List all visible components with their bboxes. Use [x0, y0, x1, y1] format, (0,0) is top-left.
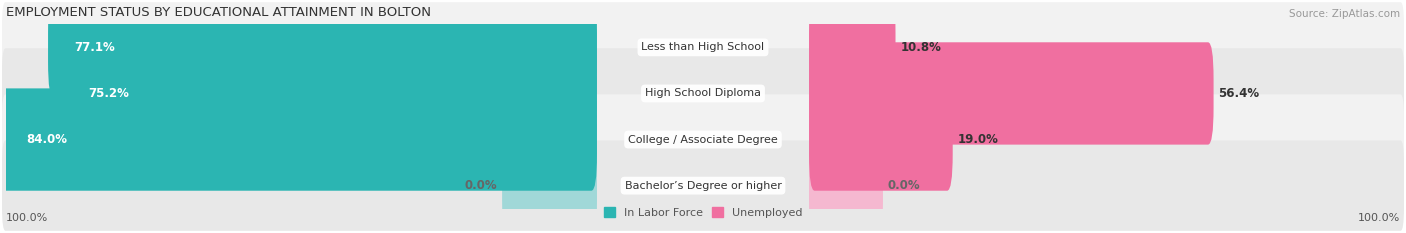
FancyBboxPatch shape	[1, 48, 1405, 139]
Legend: In Labor Force, Unemployed: In Labor Force, Unemployed	[603, 207, 803, 218]
Text: College / Associate Degree: College / Associate Degree	[628, 134, 778, 144]
FancyBboxPatch shape	[808, 134, 883, 233]
Text: EMPLOYMENT STATUS BY EDUCATIONAL ATTAINMENT IN BOLTON: EMPLOYMENT STATUS BY EDUCATIONAL ATTAINM…	[6, 6, 430, 19]
FancyBboxPatch shape	[1, 94, 1405, 185]
FancyBboxPatch shape	[1, 140, 1405, 231]
FancyBboxPatch shape	[1, 2, 1405, 93]
Text: 100.0%: 100.0%	[1358, 213, 1400, 223]
Text: 0.0%: 0.0%	[464, 179, 498, 192]
Text: 75.2%: 75.2%	[87, 87, 129, 100]
Text: 77.1%: 77.1%	[75, 41, 115, 54]
Text: 10.8%: 10.8%	[900, 41, 941, 54]
Text: Less than High School: Less than High School	[641, 42, 765, 52]
Text: 19.0%: 19.0%	[957, 133, 998, 146]
FancyBboxPatch shape	[62, 42, 598, 145]
FancyBboxPatch shape	[808, 0, 896, 99]
Text: Source: ZipAtlas.com: Source: ZipAtlas.com	[1289, 9, 1400, 19]
FancyBboxPatch shape	[502, 134, 598, 233]
FancyBboxPatch shape	[48, 0, 598, 99]
Text: 100.0%: 100.0%	[6, 213, 48, 223]
Text: 0.0%: 0.0%	[887, 179, 921, 192]
Text: 84.0%: 84.0%	[27, 133, 67, 146]
Text: High School Diploma: High School Diploma	[645, 89, 761, 99]
Text: Bachelor’s Degree or higher: Bachelor’s Degree or higher	[624, 181, 782, 191]
Text: 56.4%: 56.4%	[1219, 87, 1260, 100]
FancyBboxPatch shape	[808, 88, 953, 191]
FancyBboxPatch shape	[0, 88, 598, 191]
FancyBboxPatch shape	[808, 42, 1213, 145]
